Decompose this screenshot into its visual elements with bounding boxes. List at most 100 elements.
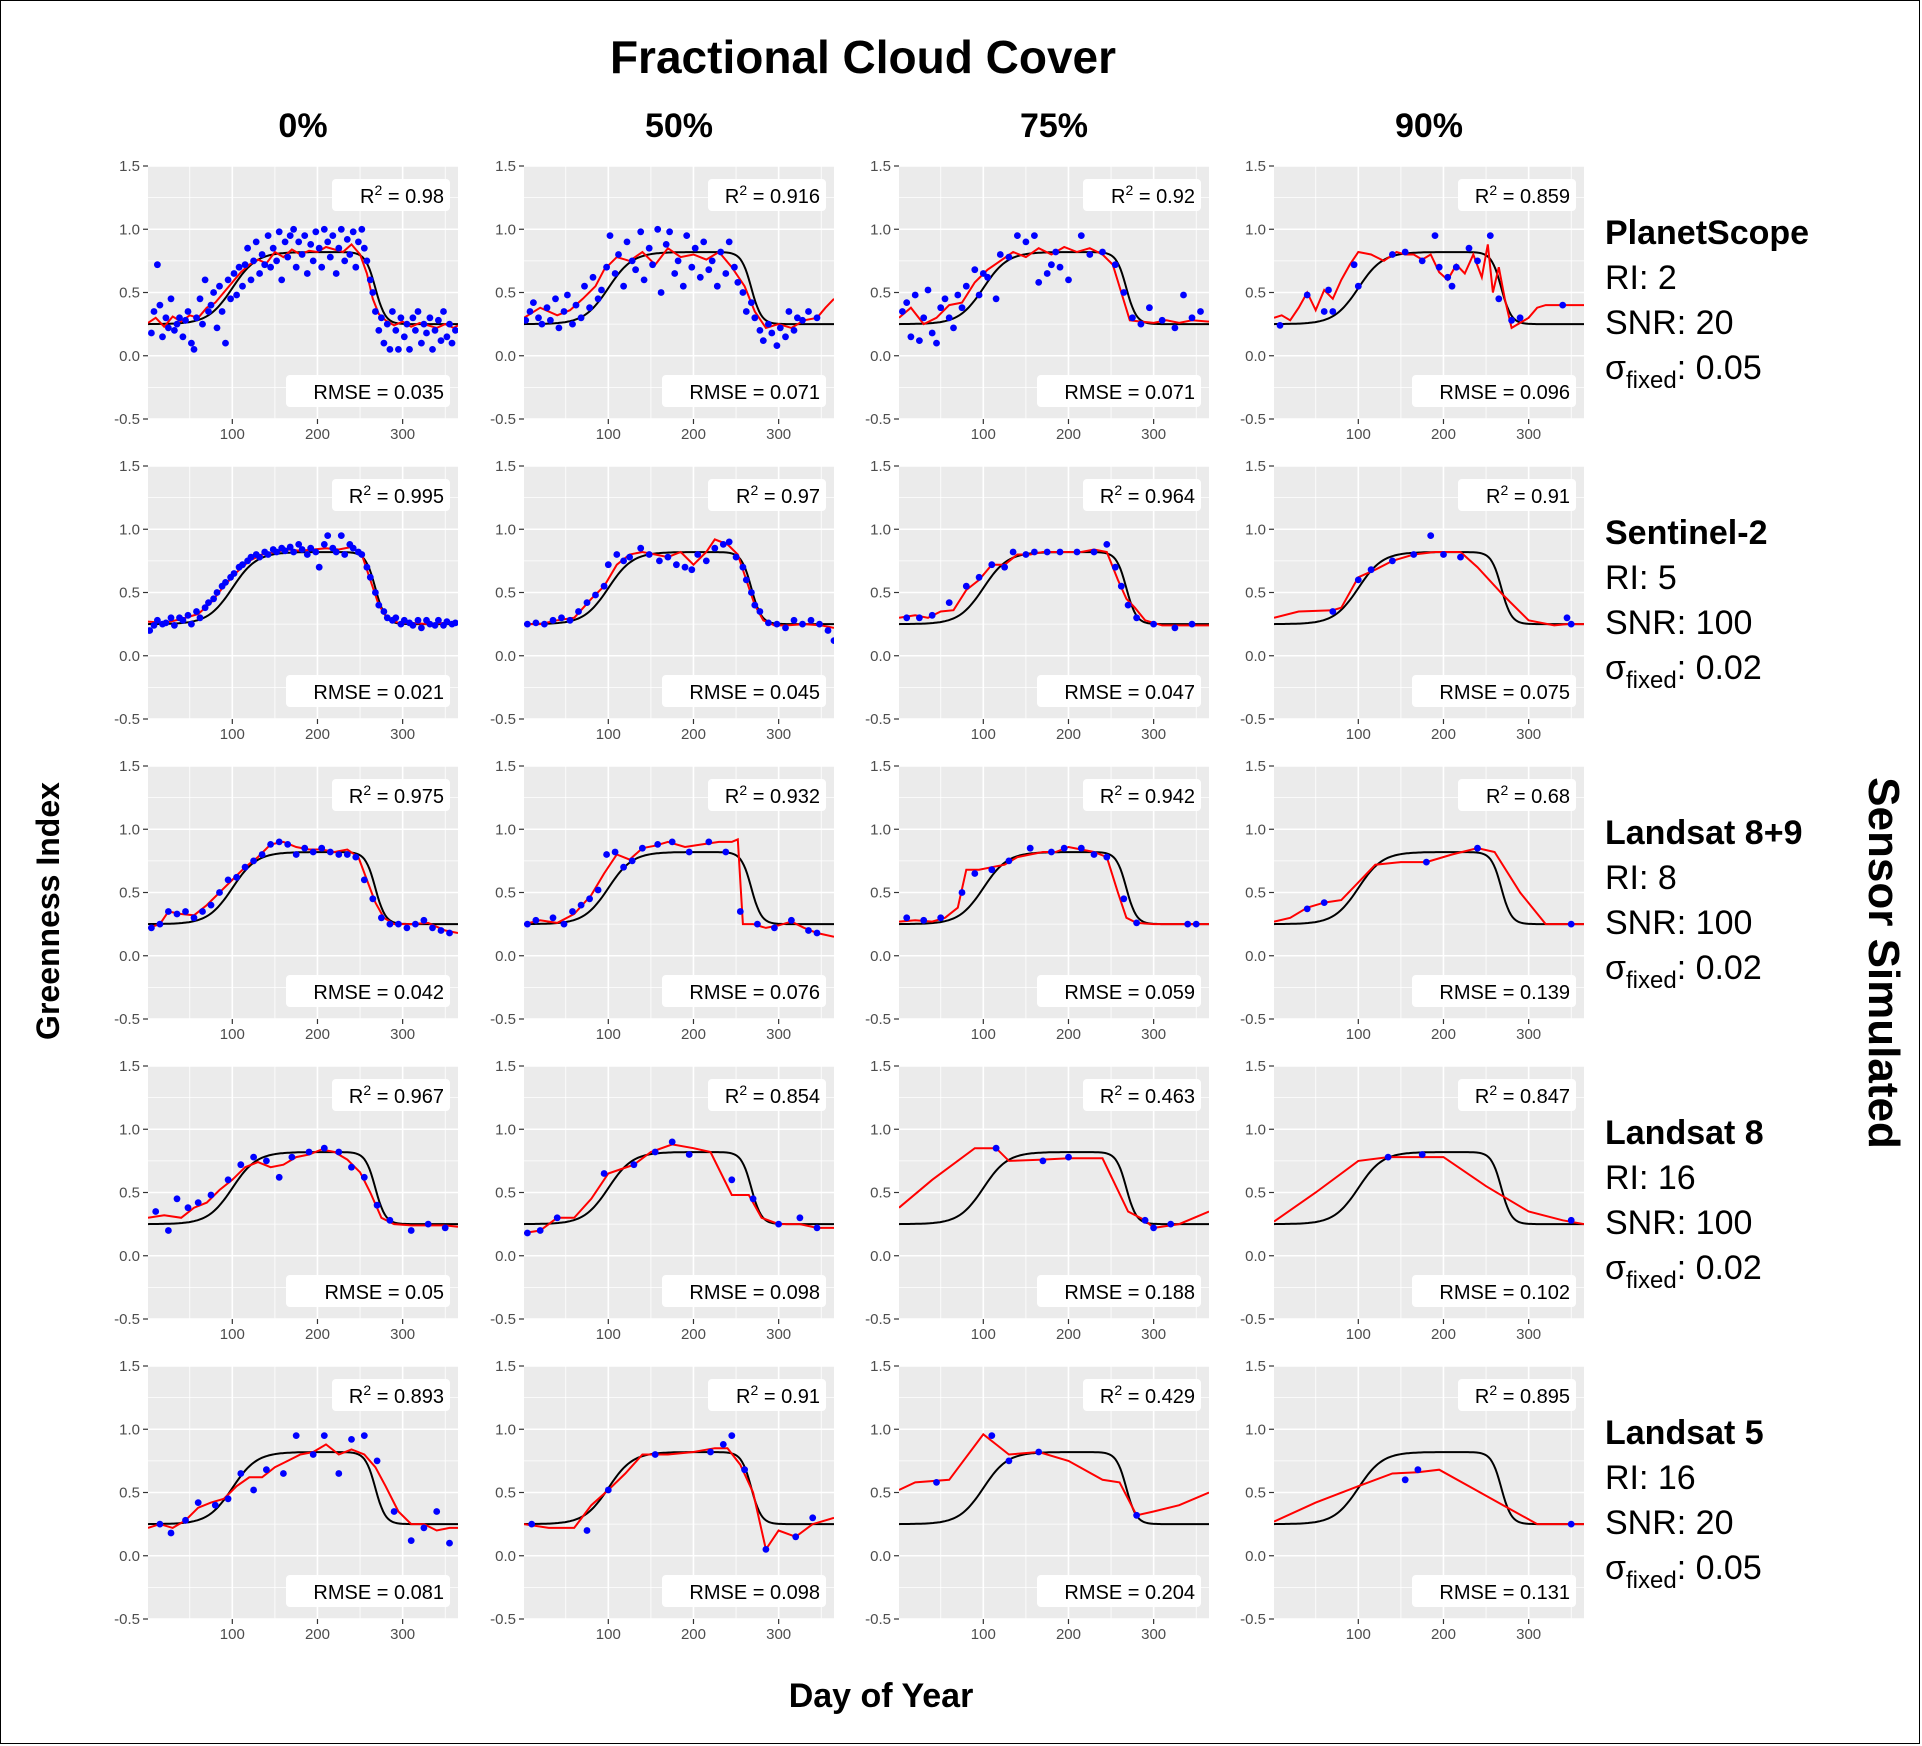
- y-tick-label: 0.0: [119, 1248, 140, 1265]
- data-point: [776, 324, 784, 332]
- data-point: [1065, 276, 1072, 284]
- rmse-label-box: [286, 1575, 450, 1607]
- r2-label: R2 = 0.98: [360, 182, 444, 208]
- data-point: [1086, 251, 1094, 258]
- y-tick-label: 0.5: [1245, 885, 1266, 902]
- data-point: [702, 557, 710, 565]
- r2-symbol: R: [360, 186, 374, 208]
- sensor-ri: RI: 2: [1605, 259, 1677, 297]
- r2-superscript: 2: [1114, 782, 1122, 798]
- r2-label-box: [1083, 479, 1201, 511]
- r2-symbol: R: [736, 486, 750, 508]
- data-point: [626, 553, 633, 561]
- data-point: [671, 270, 679, 277]
- r2-value: =: [747, 1086, 770, 1108]
- data-point: [156, 301, 164, 309]
- data-point: [792, 1533, 800, 1541]
- observed-line: [899, 1432, 1209, 1517]
- x-tick-label: 100: [596, 1626, 621, 1643]
- data-point: [414, 308, 422, 315]
- data-point: [662, 241, 670, 248]
- data-point: [358, 225, 366, 233]
- r2-label: R2 = 0.932: [725, 782, 820, 808]
- data-point: [1418, 257, 1426, 265]
- data-point: [773, 342, 781, 349]
- data-point: [674, 257, 682, 265]
- data-point: [1431, 232, 1439, 240]
- sensor-sigma: σfixed: 0.05: [1605, 349, 1762, 394]
- data-point: [182, 316, 189, 324]
- column-header: 50%: [645, 107, 713, 145]
- y-tick-label: 0.5: [1245, 1485, 1266, 1502]
- data-point: [558, 614, 565, 622]
- data-point: [148, 329, 155, 337]
- data-point: [335, 1148, 343, 1156]
- rmse-label: RMSE = 0.047: [1064, 682, 1195, 704]
- panel: -0.5 0.0 0.5 1.0 1.5 100 200 300 R2 = 0.967 RMSE …: [114, 1058, 458, 1343]
- x-tick-label: 200: [305, 726, 330, 743]
- r2-value: =: [747, 186, 770, 208]
- data-point: [446, 320, 453, 328]
- data-point: [1043, 548, 1051, 556]
- data-point: [971, 266, 979, 274]
- data-point: [1158, 316, 1166, 324]
- data-point: [273, 548, 280, 556]
- data-point: [564, 291, 571, 299]
- data-point: [237, 1161, 245, 1169]
- data-point: [751, 601, 759, 609]
- data-point: [407, 1227, 415, 1234]
- sigma-value: : 0.02: [1677, 649, 1762, 687]
- x-tick-label: 200: [681, 426, 706, 443]
- y-tick-label: 0.5: [119, 1485, 140, 1502]
- sigma-value: : 0.02: [1677, 949, 1762, 987]
- y-tick-label: 1.5: [870, 1358, 891, 1375]
- data-point: [928, 329, 936, 337]
- panel: -0.5 0.0 0.5 1.0 1.5 100 200 300 R2 = 0.854 RMSE …: [490, 1058, 834, 1343]
- rmse-label: RMSE = 0.102: [1439, 1282, 1570, 1304]
- data-point: [358, 551, 366, 558]
- rmse-label-box: [1412, 975, 1576, 1007]
- r2-symbol: R: [736, 1386, 750, 1408]
- sensor-axis-label: Sensor Simulated: [1859, 777, 1908, 1149]
- data-point: [332, 548, 340, 556]
- data-point: [446, 929, 453, 937]
- data-point: [549, 616, 557, 624]
- y-tick-label: 1.5: [1245, 158, 1266, 175]
- data-point: [281, 547, 289, 555]
- r2-superscript: 2: [374, 182, 382, 198]
- data-point: [824, 627, 832, 634]
- data-point: [201, 604, 209, 612]
- data-point: [1137, 320, 1145, 328]
- r2-symbol: R: [1475, 1386, 1489, 1408]
- rmse-label-box: [1037, 1575, 1201, 1607]
- r2-number: 0.91: [1531, 486, 1570, 508]
- sensor-snr: SNR: 100: [1605, 904, 1752, 942]
- data-point: [1043, 270, 1051, 277]
- panel: -0.5 0.0 0.5 1.0 1.5 100 200 300 R2 = 0.964 RMSE …: [865, 458, 1209, 743]
- r2-superscript: 2: [1500, 782, 1508, 798]
- r2-value: =: [371, 786, 394, 808]
- y-tick-label: 0.5: [1245, 285, 1266, 302]
- data-point: [207, 1191, 215, 1199]
- x-tick-label: 100: [220, 726, 245, 743]
- data-point: [630, 1161, 638, 1169]
- x-tick-label: 200: [681, 1326, 706, 1343]
- x-axis-label: Day of Year: [789, 1677, 974, 1715]
- data-point: [332, 270, 340, 277]
- data-point: [337, 225, 345, 233]
- y-tick-label: -0.5: [865, 1611, 891, 1628]
- data-point: [343, 236, 351, 243]
- data-point: [530, 299, 537, 306]
- data-point: [329, 232, 337, 240]
- x-tick-label: 100: [971, 1626, 996, 1643]
- data-point: [916, 614, 923, 622]
- data-point: [749, 1195, 757, 1203]
- data-point: [555, 324, 563, 332]
- data-point: [765, 320, 772, 328]
- rmse-label: RMSE = 0.075: [1439, 682, 1570, 704]
- r2-superscript: 2: [1489, 1082, 1497, 1098]
- rmse-label: RMSE = 0.188: [1064, 1282, 1195, 1304]
- data-point: [1035, 1448, 1043, 1456]
- rmse-label-box: [1412, 1275, 1576, 1307]
- data-point: [1329, 608, 1337, 615]
